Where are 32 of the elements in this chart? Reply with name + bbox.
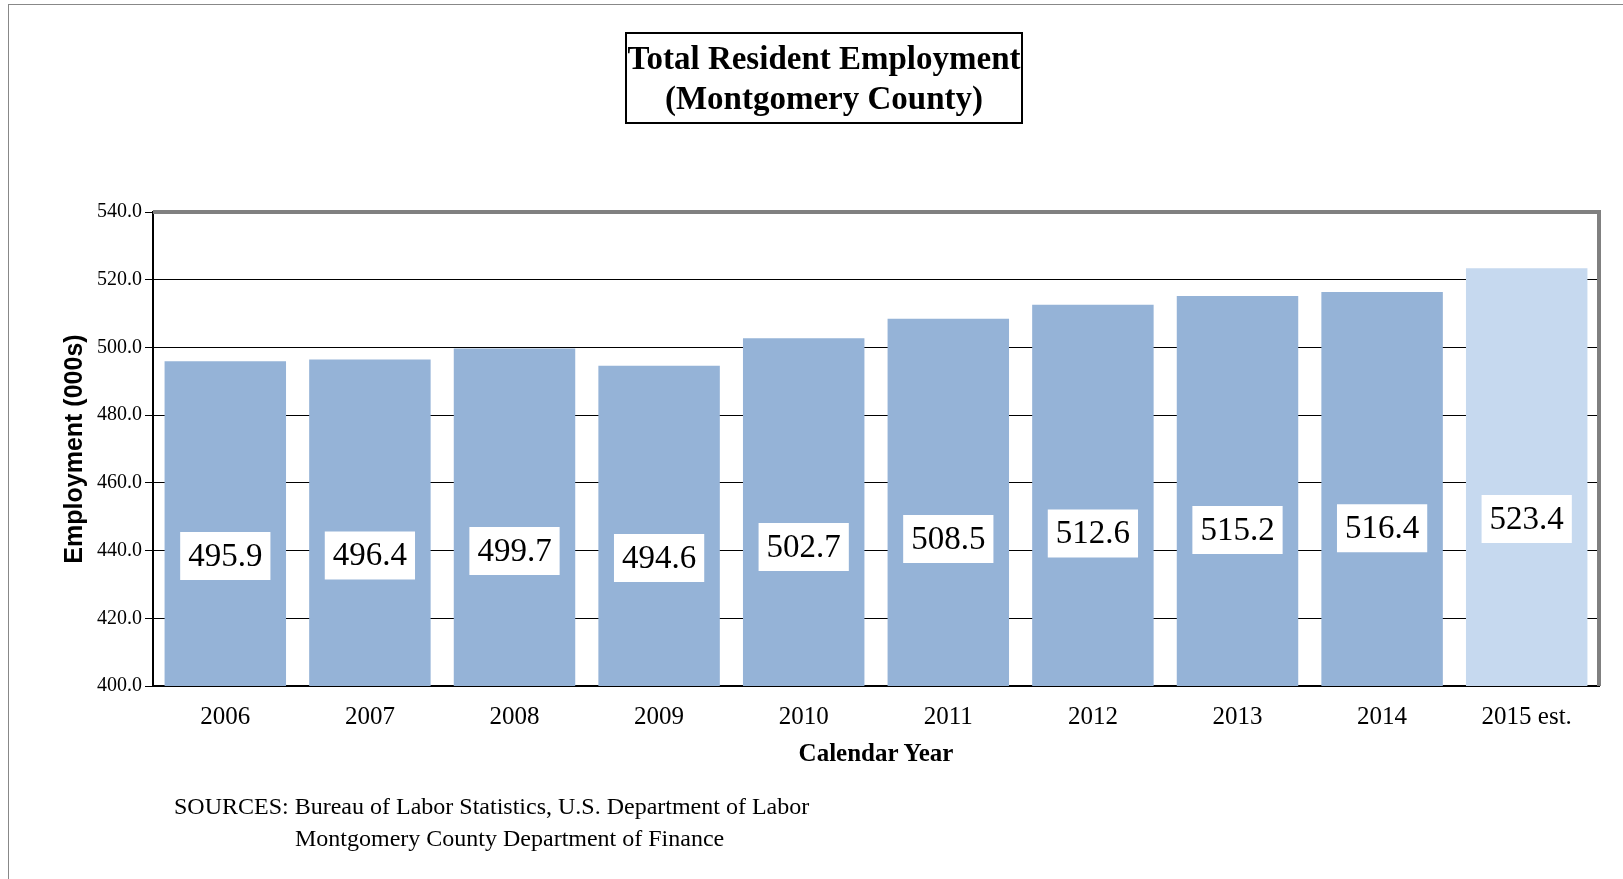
source-note: SOURCES: Bureau of Labor Statistics, U.S. Department of Labor Montgomery County Department of Finance [174,792,810,853]
data-label: 495.9 [188,536,263,573]
x-axis-title: Calendar Year [798,739,954,767]
x-tick-label: 2012 [1067,701,1118,729]
x-tick-label: 2010 [778,701,829,729]
x-tick-label: 2013 [1212,701,1263,729]
data-label: 502.7 [766,527,841,564]
data-label: 499.7 [477,531,552,568]
data-label: 496.4 [332,536,408,573]
y-tick-label: 500.0 [97,334,142,357]
data-label: 523.4 [1489,499,1564,536]
y-tick-label: 400.0 [97,673,142,696]
x-tick-label: 2008 [489,701,540,729]
y-tick-label: 420.0 [97,605,142,628]
data-label: 512.6 [1055,514,1131,551]
data-label: 515.2 [1200,510,1275,547]
y-tick-label: 520.0 [97,266,142,289]
x-tick-label: 2006 [200,701,251,729]
data-label: 508.5 [911,519,986,556]
x-tick-label: 2011 [923,701,973,729]
chart-title: Total Resident Employment (Montgomery County) [625,32,1023,124]
y-axis-title: Employment (000s) [58,334,87,564]
y-tick-label: 480.0 [97,402,142,425]
y-tick-label: 540.0 [97,199,142,222]
x-tick-label: 2009 [634,701,685,729]
data-label: 494.6 [621,538,697,575]
data-label: 516.4 [1344,509,1420,546]
y-tick-label: 440.0 [97,537,142,560]
x-tick-label: 2015 est. [1481,701,1572,729]
x-tick-label: 2014 [1357,701,1408,729]
x-tick-label: 2007 [344,701,395,729]
y-tick-label: 460.0 [97,470,142,493]
